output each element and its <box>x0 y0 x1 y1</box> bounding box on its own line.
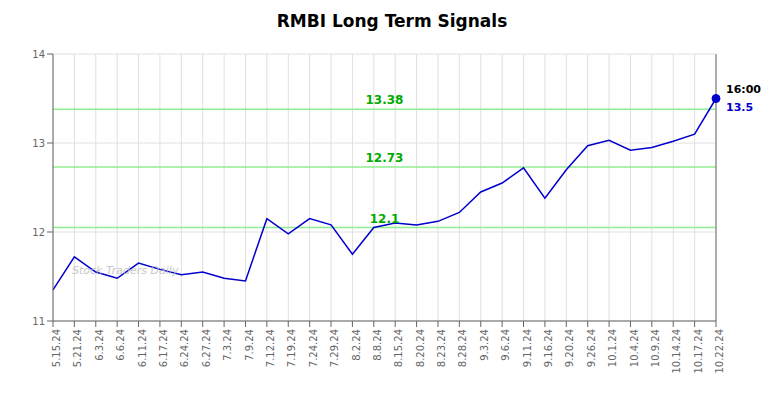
svg-text:8.2.24: 8.2.24 <box>351 329 362 361</box>
svg-text:8.8.24: 8.8.24 <box>372 329 383 361</box>
svg-text:9.16.24: 9.16.24 <box>543 329 554 367</box>
svg-text:8.23.24: 8.23.24 <box>436 329 447 367</box>
svg-text:13.5: 13.5 <box>726 101 753 114</box>
svg-text:8.20.24: 8.20.24 <box>415 329 426 367</box>
svg-text:10.1.24: 10.1.24 <box>607 329 618 367</box>
svg-text:6.17.24: 6.17.24 <box>158 329 169 367</box>
svg-text:12.1: 12.1 <box>370 212 400 226</box>
svg-text:5.21.24: 5.21.24 <box>72 329 83 367</box>
svg-text:10.4.24: 10.4.24 <box>629 329 640 367</box>
svg-text:13: 13 <box>32 138 45 149</box>
svg-text:10.22.24: 10.22.24 <box>714 329 725 374</box>
svg-text:5.15.24: 5.15.24 <box>51 329 62 367</box>
html-text:RMBI Long Term Signals: RMBI Long Term Signals <box>276 11 508 31</box>
svg-text:7.24.24: 7.24.24 <box>308 329 319 367</box>
svg-text:12.73: 12.73 <box>366 151 404 165</box>
svg-text:11: 11 <box>32 316 45 327</box>
html-text:Stock Traders Daily: Stock Traders Daily <box>72 264 179 277</box>
svg-text:6.3.24: 6.3.24 <box>94 329 105 361</box>
svg-text:6.11.24: 6.11.24 <box>137 329 148 367</box>
svg-text:9.11.24: 9.11.24 <box>522 329 533 367</box>
svg-text:10.17.24: 10.17.24 <box>693 329 704 374</box>
svg-text:7.29.24: 7.29.24 <box>329 329 340 367</box>
svg-text:6.6.24: 6.6.24 <box>115 329 126 361</box>
svg-text:7.19.24: 7.19.24 <box>286 329 297 367</box>
svg-text:10.14.24: 10.14.24 <box>671 329 682 374</box>
svg-text:6.27.24: 6.27.24 <box>201 329 212 367</box>
svg-text:7.12.24: 7.12.24 <box>265 329 276 367</box>
svg-text:9.3.24: 9.3.24 <box>479 329 490 361</box>
svg-text:13.38: 13.38 <box>366 93 404 107</box>
svg-text:8.28.24: 8.28.24 <box>457 329 468 367</box>
svg-text:7.3.24: 7.3.24 <box>222 329 233 361</box>
svg-text:12: 12 <box>32 227 45 238</box>
svg-text:10.9.24: 10.9.24 <box>650 329 661 367</box>
svg-text:8.15.24: 8.15.24 <box>393 329 404 367</box>
svg-text:9.26.24: 9.26.24 <box>586 329 597 367</box>
svg-text:14: 14 <box>32 49 45 60</box>
svg-text:9.6.24: 9.6.24 <box>500 329 511 361</box>
svg-text:16:00: 16:00 <box>726 83 761 96</box>
svg-text:6.24.24: 6.24.24 <box>179 329 190 367</box>
svg-text:9.20.24: 9.20.24 <box>564 329 575 367</box>
svg-text:7.9.24: 7.9.24 <box>244 329 255 361</box>
